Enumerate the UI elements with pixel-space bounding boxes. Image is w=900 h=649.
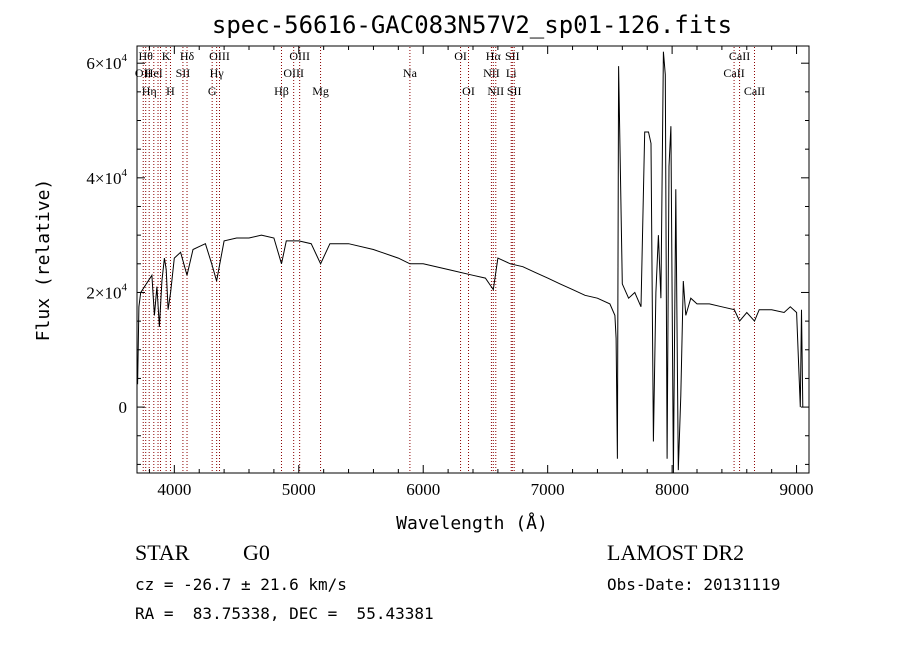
- y-tick-label: 4×104: [86, 167, 127, 188]
- x-tick-label: 6000: [406, 480, 440, 499]
- line-label: OI: [462, 84, 475, 98]
- line-label: SII: [505, 49, 520, 63]
- line-label: NII: [483, 66, 500, 80]
- survey-name: LAMOST DR2: [607, 540, 745, 565]
- line-label: Mg: [312, 84, 329, 98]
- object-subclass: G0: [243, 540, 270, 565]
- obs-date: Obs-Date: 20131119: [607, 575, 781, 594]
- y-tick-label: 6×104: [86, 52, 127, 73]
- x-axis-label: Wavelength (Å): [396, 512, 548, 534]
- line-label: Li: [506, 66, 517, 80]
- line-label: H: [166, 84, 175, 98]
- chart-title: spec-56616-GAC083N57V2_sp01-126.fits: [212, 11, 732, 39]
- y-tick-exponent: 4: [122, 281, 128, 293]
- x-tick-label: 5000: [282, 480, 316, 499]
- line-label: Hδ: [180, 49, 195, 63]
- line-label: OII: [135, 66, 152, 80]
- x-tick-label: 9000: [780, 480, 814, 499]
- line-label: G: [208, 84, 217, 98]
- line-label: Hγ: [210, 66, 225, 80]
- line-label: CaII: [723, 66, 744, 80]
- y-tick-label: 0: [119, 398, 128, 417]
- y-tick-mantissa: 4×10: [86, 169, 121, 188]
- y-tick-mantissa: 2×10: [86, 283, 121, 302]
- line-label: OI: [454, 49, 467, 63]
- line-label: SII: [176, 66, 191, 80]
- object-class: STAR: [135, 540, 190, 565]
- line-label: Hβ: [274, 84, 289, 98]
- line-label: Hθ: [139, 49, 154, 63]
- line-label: OIII: [283, 66, 304, 80]
- line-label: Hη: [142, 84, 157, 98]
- spectral-line-markers: OIIHθHηHeIKHSIIHδGHγOIIIHβOIIIOIIIMgNaOI…: [135, 47, 765, 472]
- x-tick-label: 4000: [157, 480, 191, 499]
- line-label: K: [162, 49, 171, 63]
- spectrum-line-0: [137, 51, 804, 474]
- redshift-text: cz = -26.7 ± 21.6 km/s: [135, 575, 347, 594]
- coordinates-text: RA = 83.75338, DEC = 55.43381: [135, 604, 434, 623]
- line-label: OIII: [209, 49, 230, 63]
- y-tick-exponent: 4: [122, 167, 128, 179]
- line-label: SII: [507, 84, 522, 98]
- x-tick-label: 8000: [655, 480, 689, 499]
- plot-frame: [136, 45, 810, 474]
- line-label: Hα: [486, 49, 502, 63]
- line-label: CaII: [744, 84, 765, 98]
- line-label: HeI: [145, 66, 163, 80]
- line-label: CaII: [729, 49, 750, 63]
- y-axis-label: Flux (relative): [33, 179, 54, 342]
- x-tick-label: 7000: [531, 480, 565, 499]
- spectrum-series: [137, 51, 804, 474]
- y-tick-exponent: 4: [122, 52, 128, 64]
- line-label: Na: [403, 66, 418, 80]
- y-tick-mantissa: 6×10: [86, 54, 121, 73]
- line-label: OIII: [289, 49, 310, 63]
- y-tick-label: 2×104: [86, 281, 127, 302]
- y-tick-mantissa: 0: [119, 398, 128, 417]
- line-label: NII: [487, 84, 504, 98]
